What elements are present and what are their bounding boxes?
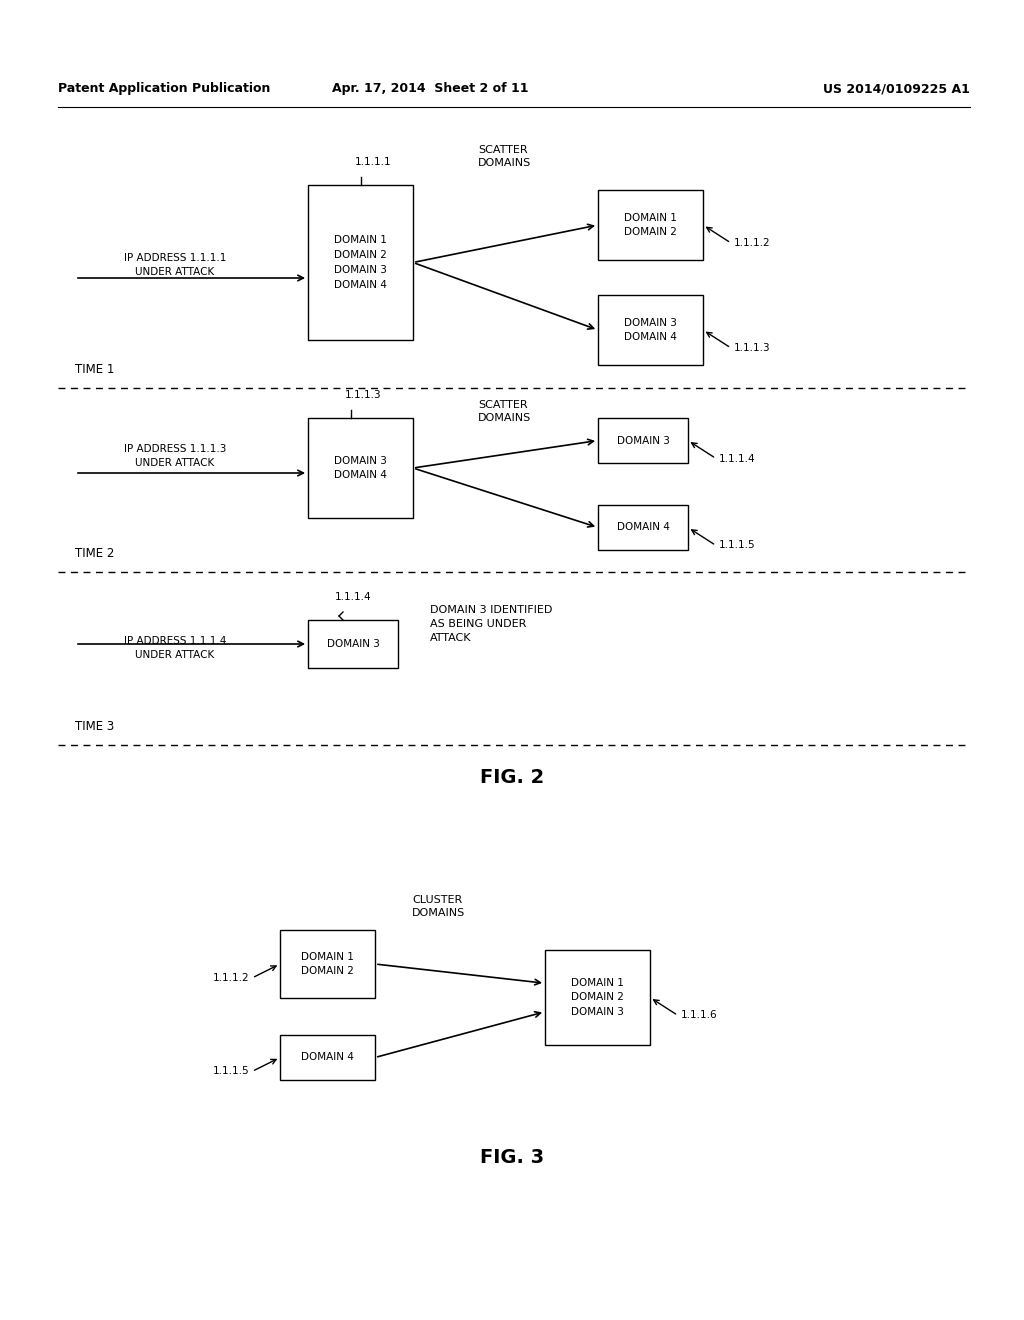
Text: DOMAIN 3 IDENTIFIED
AS BEING UNDER
ATTACK: DOMAIN 3 IDENTIFIED AS BEING UNDER ATTAC… <box>430 605 552 643</box>
Text: DOMAIN 3: DOMAIN 3 <box>616 436 670 446</box>
Text: DOMAIN 4: DOMAIN 4 <box>301 1052 354 1063</box>
Text: DOMAIN 4: DOMAIN 4 <box>616 523 670 532</box>
Text: Patent Application Publication: Patent Application Publication <box>58 82 270 95</box>
Bar <box>598 294 703 366</box>
Text: 1.1.1.4: 1.1.1.4 <box>719 454 756 463</box>
Text: DOMAIN 1
DOMAIN 2
DOMAIN 3: DOMAIN 1 DOMAIN 2 DOMAIN 3 <box>571 978 624 1018</box>
Text: 1.1.1.2: 1.1.1.2 <box>212 973 249 983</box>
Text: DOMAIN 3
DOMAIN 4: DOMAIN 3 DOMAIN 4 <box>624 318 677 342</box>
Bar <box>545 950 650 1045</box>
Text: TIME 3: TIME 3 <box>75 719 115 733</box>
Text: 1.1.1.6: 1.1.1.6 <box>681 1011 718 1020</box>
Text: 1.1.1.3: 1.1.1.3 <box>734 343 771 352</box>
Text: IP ADDRESS 1.1.1.1
UNDER ATTACK: IP ADDRESS 1.1.1.1 UNDER ATTACK <box>124 253 226 277</box>
Text: DOMAIN 3
DOMAIN 4: DOMAIN 3 DOMAIN 4 <box>334 455 387 480</box>
Text: DOMAIN 1
DOMAIN 2: DOMAIN 1 DOMAIN 2 <box>624 213 677 238</box>
Text: DOMAIN 1
DOMAIN 2: DOMAIN 1 DOMAIN 2 <box>301 952 354 977</box>
Bar <box>308 185 413 341</box>
Text: CLUSTER
DOMAINS: CLUSTER DOMAINS <box>412 895 465 919</box>
Text: DOMAIN 1
DOMAIN 2
DOMAIN 3
DOMAIN 4: DOMAIN 1 DOMAIN 2 DOMAIN 3 DOMAIN 4 <box>334 235 387 289</box>
Text: 1.1.1.3: 1.1.1.3 <box>345 389 381 400</box>
Text: DOMAIN 3: DOMAIN 3 <box>327 639 380 649</box>
Text: 1.1.1.4: 1.1.1.4 <box>335 591 372 602</box>
Text: TIME 2: TIME 2 <box>75 546 115 560</box>
Text: IP ADDRESS 1.1.1.3
UNDER ATTACK: IP ADDRESS 1.1.1.3 UNDER ATTACK <box>124 444 226 469</box>
Bar <box>308 418 413 517</box>
Text: SCATTER
DOMAINS: SCATTER DOMAINS <box>478 400 531 424</box>
Text: US 2014/0109225 A1: US 2014/0109225 A1 <box>823 82 970 95</box>
Bar <box>598 418 688 463</box>
Text: FIG. 2: FIG. 2 <box>480 768 544 787</box>
Bar <box>308 620 398 668</box>
Bar <box>598 190 703 260</box>
Text: TIME 1: TIME 1 <box>75 363 115 376</box>
Bar <box>280 931 375 998</box>
Text: Apr. 17, 2014  Sheet 2 of 11: Apr. 17, 2014 Sheet 2 of 11 <box>332 82 528 95</box>
Text: IP ADDRESS 1.1.1.4
UNDER ATTACK: IP ADDRESS 1.1.1.4 UNDER ATTACK <box>124 636 226 660</box>
Text: FIG. 3: FIG. 3 <box>480 1148 544 1167</box>
Text: 1.1.1.5: 1.1.1.5 <box>212 1067 249 1077</box>
Text: 1.1.1.1: 1.1.1.1 <box>355 157 392 168</box>
Bar <box>598 506 688 550</box>
Bar <box>280 1035 375 1080</box>
Text: SCATTER
DOMAINS: SCATTER DOMAINS <box>478 145 531 168</box>
Text: 1.1.1.2: 1.1.1.2 <box>734 238 771 248</box>
Text: 1.1.1.5: 1.1.1.5 <box>719 540 756 550</box>
